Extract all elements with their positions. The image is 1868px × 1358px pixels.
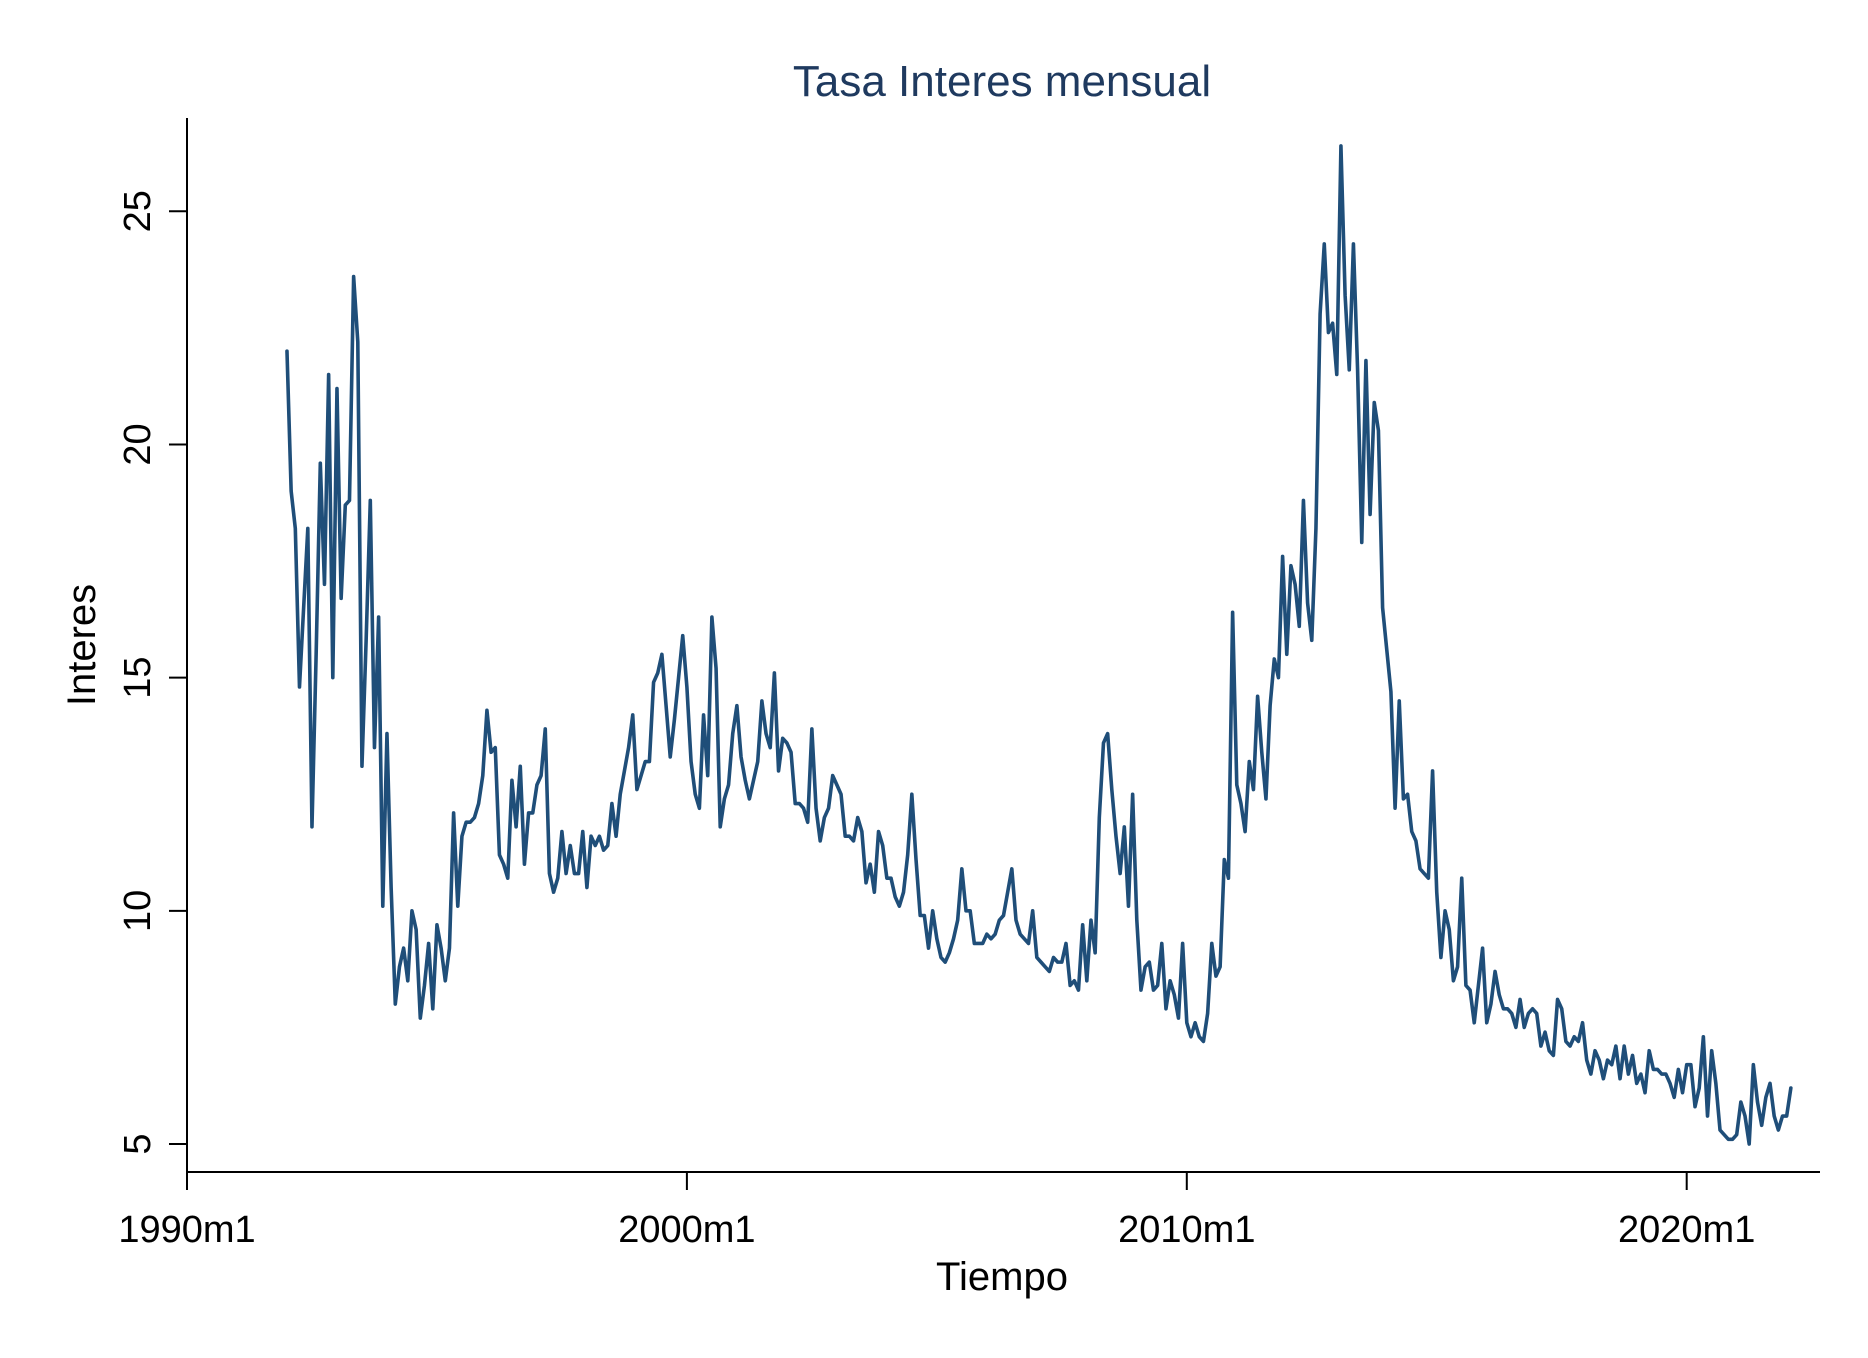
series-line-0 [285,144,1793,1146]
x-axis-title: Tiempo [936,1255,1068,1299]
y-tick-label: 20 [117,423,159,465]
x-tick-label: 1990m1 [118,1209,255,1251]
x-tick-label: 2000m1 [618,1209,755,1251]
chart-title: Tasa Interes mensual [793,57,1211,106]
y-tick-label: 15 [117,657,159,699]
x-tick-label: 2010m1 [1118,1209,1255,1251]
y-axis-ticks: 5 10 15 20 25 [117,190,187,1155]
y-tick-label: 10 [117,890,159,932]
x-tick-label: 2020m1 [1618,1209,1755,1251]
y-axis-title: Interes [60,584,104,706]
y-tick-label: 25 [117,190,159,232]
axes [186,118,1820,1173]
y-tick-label: 5 [117,1133,159,1154]
x-axis-ticks: 1990m1 2000m1 2010m1 2020m1 [118,1172,1755,1251]
series-group [285,144,1793,1146]
